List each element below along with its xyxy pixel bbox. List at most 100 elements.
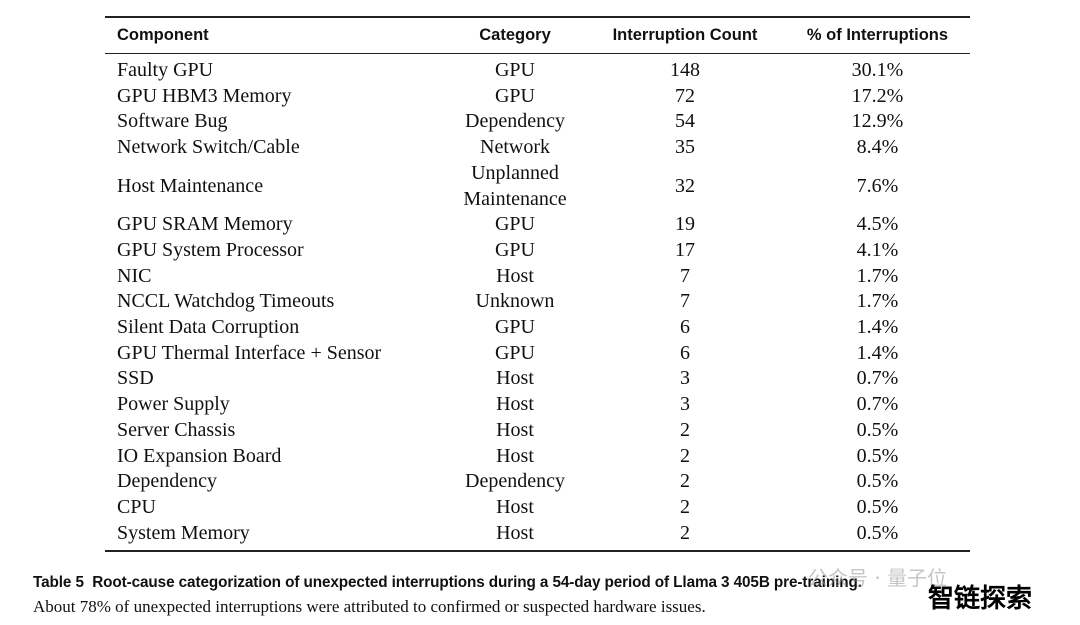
table-cell: NIC [117, 264, 152, 287]
table-row: GPU Thermal Interface + Sensor GPU 6 1.4% [105, 341, 970, 367]
caption-label: Table 5 [33, 574, 84, 591]
table-row: Faulty GPU GPU 148 30.1% [105, 54, 970, 84]
table-row: NCCL Watchdog Timeouts Unknown 7 1.7% [105, 289, 970, 315]
table-cell: 1.7% [856, 264, 899, 287]
table-cell: Unknown [475, 290, 555, 313]
interruption-table: Component Category Interruption Count% of … [105, 16, 970, 553]
table-cell: 2 [680, 444, 690, 467]
header-row: Component Category Interruption Count% of … [105, 17, 970, 54]
table-cell: Dependency [117, 470, 217, 493]
table-cell: System Memory [117, 521, 250, 544]
table-cell: 12.9% [851, 110, 904, 133]
header-cell: Category [445, 17, 585, 54]
table-cell: SSD [117, 367, 154, 390]
table-cell: 0.5% [856, 444, 899, 467]
table-cell: 4.5% [856, 213, 899, 236]
table-cell: 3 [680, 393, 690, 416]
table-cell: 0.5% [856, 495, 899, 518]
table-row: SSD Host 3 0.7% [105, 366, 970, 392]
table-cell: GPU SRAM Memory [117, 213, 293, 236]
table-cell: 2 [680, 495, 690, 518]
table-cell: Host [496, 393, 534, 416]
table-cell: 3 [680, 367, 690, 390]
table-cell: GPU System Processor [117, 238, 304, 261]
table-cell: 0.5% [856, 418, 899, 441]
table-cell: GPU [494, 341, 535, 364]
table-cell: 32 [675, 174, 695, 197]
table-cell: GPU Thermal Interface + Sensor [117, 341, 382, 364]
table-cell: GPU [494, 84, 535, 107]
table-cell: Host [496, 264, 534, 287]
table-cell: 17.2% [851, 84, 904, 107]
table-cell: 6 [680, 341, 690, 364]
table-row: Host Maintenance Unplanned Maintenance 32 7… [105, 161, 970, 212]
table-cell: 19 [675, 213, 695, 236]
table-cell: 0.7% [856, 367, 899, 390]
header-cell: Interruption Count [585, 17, 785, 54]
table-cell: 148 [670, 59, 700, 81]
table-row: System Memory Host 2 0.5% [105, 521, 970, 552]
table-cell: 2 [680, 470, 690, 493]
table-cell: Software Bug [117, 110, 228, 133]
table-cell: Silent Data Corruption [117, 316, 300, 339]
table-cell: 2 [680, 521, 690, 544]
table-cell: Host [496, 444, 534, 467]
table-cell: GPU HBM3 Memory [117, 84, 292, 107]
table-cell: 7 [680, 290, 690, 313]
table-cell: Host [496, 495, 534, 518]
table-cell: 2 [680, 418, 690, 441]
table-row: Software Bug Dependency 54 12.9% [105, 109, 970, 135]
table-cell: Dependency [465, 110, 565, 133]
table-cell: 17 [675, 238, 695, 261]
table-cell: 30.1% [851, 59, 904, 81]
table-cell: Unplanned Maintenance [463, 161, 567, 210]
caption-line: Table 5 Root-cause categorization of une… [33, 574, 862, 592]
caption-title: Root-cause categorization of unexpected … [92, 574, 862, 591]
table-cell: 1.4% [856, 316, 899, 339]
table-row: Dependency Dependency 2 0.5% [105, 469, 970, 495]
table-cell: 8.4% [856, 136, 899, 159]
watermark-source: 公众号 · 量子位 [808, 566, 948, 590]
table-cell: Server Chassis [117, 418, 236, 441]
table-body: Faulty GPU GPU 148 30.1% GPU HBM3 Memory GPU 7… [105, 54, 970, 552]
table-cell: Faulty GPU [117, 59, 214, 81]
table-cell: Host [496, 418, 534, 441]
table-cell: 1.4% [856, 341, 899, 364]
table-row: Network Switch/Cable Network 35 8.4% [105, 135, 970, 161]
table-row: GPU SRAM Memory GPU 19 4.5% [105, 212, 970, 238]
watermark-brand: 智链探索 [928, 584, 1033, 614]
table-cell: Host [496, 521, 534, 544]
table-cell: Power Supply [117, 393, 230, 416]
table-cell: GPU [494, 213, 535, 236]
table-cell: 7 [680, 264, 690, 287]
table-cell: 0.5% [856, 470, 899, 493]
table-cell: CPU [117, 495, 156, 518]
table-row: Server Chassis Host 2 0.5% [105, 418, 970, 444]
table-cell: 4.1% [856, 238, 899, 261]
table-row: CPU Host 2 0.5% [105, 495, 970, 521]
header-cell: % of Interruptions [785, 17, 970, 54]
table-cell: 54 [675, 110, 695, 133]
table-cell: Host [496, 367, 534, 390]
table-cell: Dependency [465, 470, 565, 493]
table-row: GPU System Processor GPU 17 4.1% [105, 238, 970, 264]
table-cell: 7.6% [856, 174, 899, 197]
table-row: Silent Data Corruption GPU 6 1.4% [105, 315, 970, 341]
table-row: IO Expansion Board Host 2 0.5% [105, 444, 970, 470]
table-cell: IO Expansion Board [117, 444, 282, 467]
table-cell: GPU [494, 238, 535, 261]
header-cell: Component [105, 17, 445, 54]
table-cell: GPU [494, 316, 535, 339]
table-cell: GPU [494, 59, 535, 81]
table-cell: 1.7% [856, 290, 899, 313]
table-header: Component Category Interruption Count% of … [105, 17, 970, 54]
table-cell: NCCL Watchdog Timeouts [117, 290, 335, 313]
table-cell: 6 [680, 316, 690, 339]
table-row: NIC Host 7 1.7% [105, 264, 970, 290]
table-cell: 35 [675, 136, 695, 159]
table-row: GPU HBM3 Memory GPU 72 17.2% [105, 84, 970, 110]
table-cell: 72 [675, 84, 695, 107]
table-cell: Network Switch/Cable [117, 136, 300, 159]
table-cell: 0.5% [856, 521, 899, 544]
